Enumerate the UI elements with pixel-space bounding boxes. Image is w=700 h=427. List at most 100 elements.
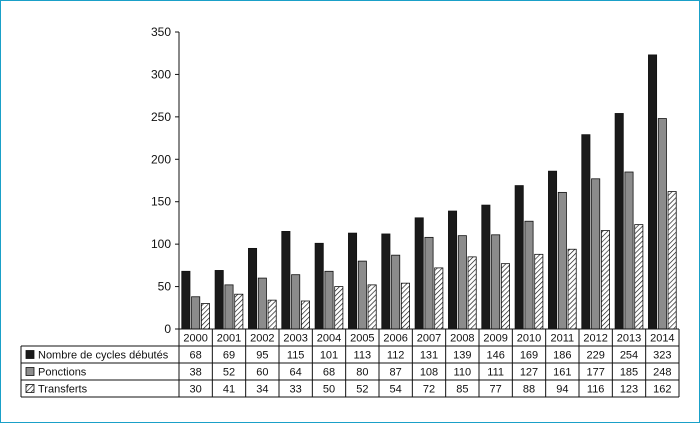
bar [214,270,224,330]
x-category-label: 2002 [250,333,274,345]
bar [381,233,391,330]
bar [291,274,301,330]
bar [248,247,258,330]
bar [434,267,444,330]
x-category-label: 2009 [483,333,507,345]
table-cell-value: 127 [520,367,538,379]
y-tick-label: 200 [151,152,171,166]
y-axis: 0 50 100 150 200 250 300 350 [151,25,180,336]
x-category-label: 2008 [450,333,474,345]
legend-label: Nombre de cycles débutés [38,350,169,362]
bar [391,254,401,330]
bar [414,217,424,330]
table-cell-value: 68 [190,350,202,362]
bar [581,134,591,330]
table-cell-value: 108 [420,367,438,379]
y-tick-label: 300 [151,67,171,81]
table-cell-value: 111 [487,367,504,379]
bar [234,293,244,330]
x-category-label: 2014 [650,333,674,345]
legend-swatch [25,384,35,393]
legend-label: Ponctions [38,367,87,379]
bar [667,191,677,330]
bar [324,270,334,330]
table-cell-value: 87 [390,367,402,379]
bar [367,284,377,330]
bar [400,282,410,330]
table-cell-value: 101 [320,350,338,362]
bar [548,170,558,330]
bar [257,277,267,330]
x-category-label: 2006 [383,333,407,345]
bar [634,224,644,330]
bars [181,54,677,330]
table-cell-value: 115 [287,350,305,362]
table-cell-value: 177 [586,367,604,379]
bar [567,248,577,330]
table-cell-value: 38 [190,367,202,379]
table-cell-value: 139 [453,350,471,362]
table-cell-value: 110 [454,367,472,379]
table-cell-value: 69 [223,350,235,362]
table-cell-value: 94 [556,384,568,396]
table-cell-value: 146 [486,350,504,362]
y-tick-label: 50 [158,280,172,294]
table-cell-value: 162 [653,384,671,396]
table-cell-value: 95 [256,350,268,362]
bar [491,234,501,330]
table-cell-value: 34 [256,384,268,396]
x-category-label: 2012 [583,333,607,345]
bar [557,191,567,330]
bar [600,230,610,330]
table-cell-value: 88 [523,384,535,396]
bar [448,210,458,330]
bar [424,236,434,330]
table-cell-value: 254 [620,350,638,362]
table-cell-value: 323 [653,350,671,362]
bar [300,300,310,330]
y-tick-label: 250 [151,110,171,124]
table-cell-value: 80 [356,367,368,379]
bar [624,171,634,330]
table-cell-value: 68 [323,367,335,379]
bar [357,260,367,330]
bar [334,286,344,330]
table-cell-value: 116 [587,384,605,396]
x-category-label: 2004 [317,333,341,345]
table-cell-value: 33 [290,384,302,396]
bar [467,256,477,330]
bar [614,113,624,330]
legend-label: Transferts [38,384,88,396]
table-cell-value: 52 [223,367,235,379]
legend-swatch [25,350,35,359]
x-category-label: 2013 [617,333,641,345]
table-cell-value: 72 [423,384,435,396]
table-cell-value: 131 [420,350,438,362]
table-cell-value: 161 [553,367,571,379]
bar [500,263,510,330]
bar [224,284,234,330]
table-cell-value: 60 [256,367,268,379]
x-category-label: 2010 [517,333,541,345]
data-table: 2000 2001 2002 2003 2004 2005 2006 2007 2008 2009… [20,328,680,398]
table-cell-value: 169 [520,350,538,362]
table-cell-value: 41 [223,384,235,396]
bar [348,232,358,330]
table-cell-value: 77 [490,384,502,396]
bar [267,299,277,330]
bar [191,296,201,330]
bar [591,178,601,330]
y-tick-label: 100 [151,237,171,251]
bar [657,118,667,330]
bar [534,253,544,330]
table-cell-value: 30 [190,384,202,396]
table-cell-value: 52 [356,384,368,396]
x-category-label: 2011 [551,333,575,345]
table-cell-value: 112 [387,350,405,362]
legend-swatch [25,367,35,376]
bar [481,204,491,330]
bar [514,185,524,330]
bar [524,220,534,330]
